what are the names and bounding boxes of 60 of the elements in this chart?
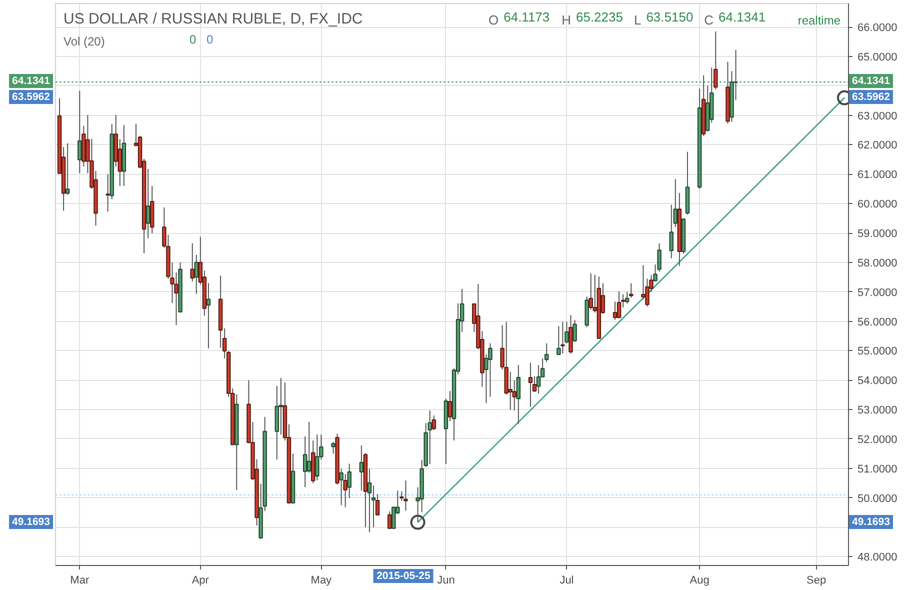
text: 2015-05-25	[374, 569, 434, 583]
x-tick-label: Jul	[560, 574, 574, 586]
text: O 64.1173 H 65.2235 L 63.5150 C 64.1341	[488, 10, 766, 28]
y-tick-label: 50.0000	[858, 492, 898, 505]
y-tick-label: 62.0000	[858, 140, 898, 152]
y-tick-label: 61.0000	[858, 169, 898, 182]
candlestick	[206, 282, 211, 349]
x-tick-label: Aug	[690, 574, 710, 586]
candlestick	[536, 364, 541, 394]
y-tick-label: 63.0000	[858, 110, 898, 122]
candlestick	[331, 441, 336, 454]
candlestick	[339, 468, 344, 506]
y-tick-label: 65.0000	[858, 51, 898, 64]
y-tick-label: 51.0000	[858, 463, 898, 476]
x-tick-label: Apr	[192, 574, 210, 586]
y-tick-label: 60.0000	[858, 198, 898, 211]
x-tick-label: Mar	[70, 574, 90, 586]
candlestick	[612, 301, 618, 320]
candlestick	[306, 421, 312, 474]
candlestick	[508, 371, 512, 410]
candlestick	[387, 510, 392, 530]
y-tick-label: 54.0000	[858, 375, 898, 388]
candlestick	[528, 362, 533, 408]
candlestick	[146, 168, 150, 239]
candlestick	[78, 90, 82, 174]
candlestick	[560, 321, 565, 354]
y-tick-label: 48.0000	[858, 552, 898, 564]
x-tick-label: May	[310, 574, 332, 586]
annotation: 0	[206, 32, 214, 46]
y-tick-label: 55.0000	[858, 346, 898, 358]
candlestick	[106, 174, 110, 212]
candlestick	[616, 291, 622, 319]
text: 64.1341	[12, 75, 50, 88]
y-tick-label: 53.0000	[858, 404, 898, 417]
y-tick-label: 52.0000	[858, 434, 898, 446]
annotation: 0	[190, 32, 196, 46]
candlestick	[404, 480, 408, 512]
annotation: Vol (20)	[64, 34, 105, 48]
candlestick	[516, 364, 521, 424]
annotation: realtime	[798, 14, 841, 28]
ref-line-label: 64.1341	[849, 74, 893, 88]
x-tick-label: Sep	[806, 574, 826, 586]
candlestick	[448, 390, 452, 422]
text: 49.1693	[12, 516, 50, 528]
text: US DOLLAR / RUSSIAN RUBLE, D, FX_IDC	[64, 10, 363, 28]
y-tick-label: 56.0000	[858, 316, 898, 328]
y-tick-label: 59.0000	[858, 228, 898, 240]
x-tick-label: Jun	[437, 574, 455, 586]
text: 49.1693	[849, 514, 893, 529]
candlestick	[556, 325, 561, 356]
candlestick	[669, 204, 674, 259]
y-tick-label: 58.0000	[858, 257, 898, 270]
text: 63.5962	[849, 90, 893, 104]
candlestick	[428, 410, 432, 464]
y-tick-label: 57.0000	[858, 286, 898, 299]
text: 63.5962	[12, 91, 50, 104]
candlestick	[315, 434, 320, 481]
candlestick	[624, 291, 630, 304]
y-tick-label: 66.0000	[858, 22, 898, 34]
candlestick	[359, 444, 364, 491]
